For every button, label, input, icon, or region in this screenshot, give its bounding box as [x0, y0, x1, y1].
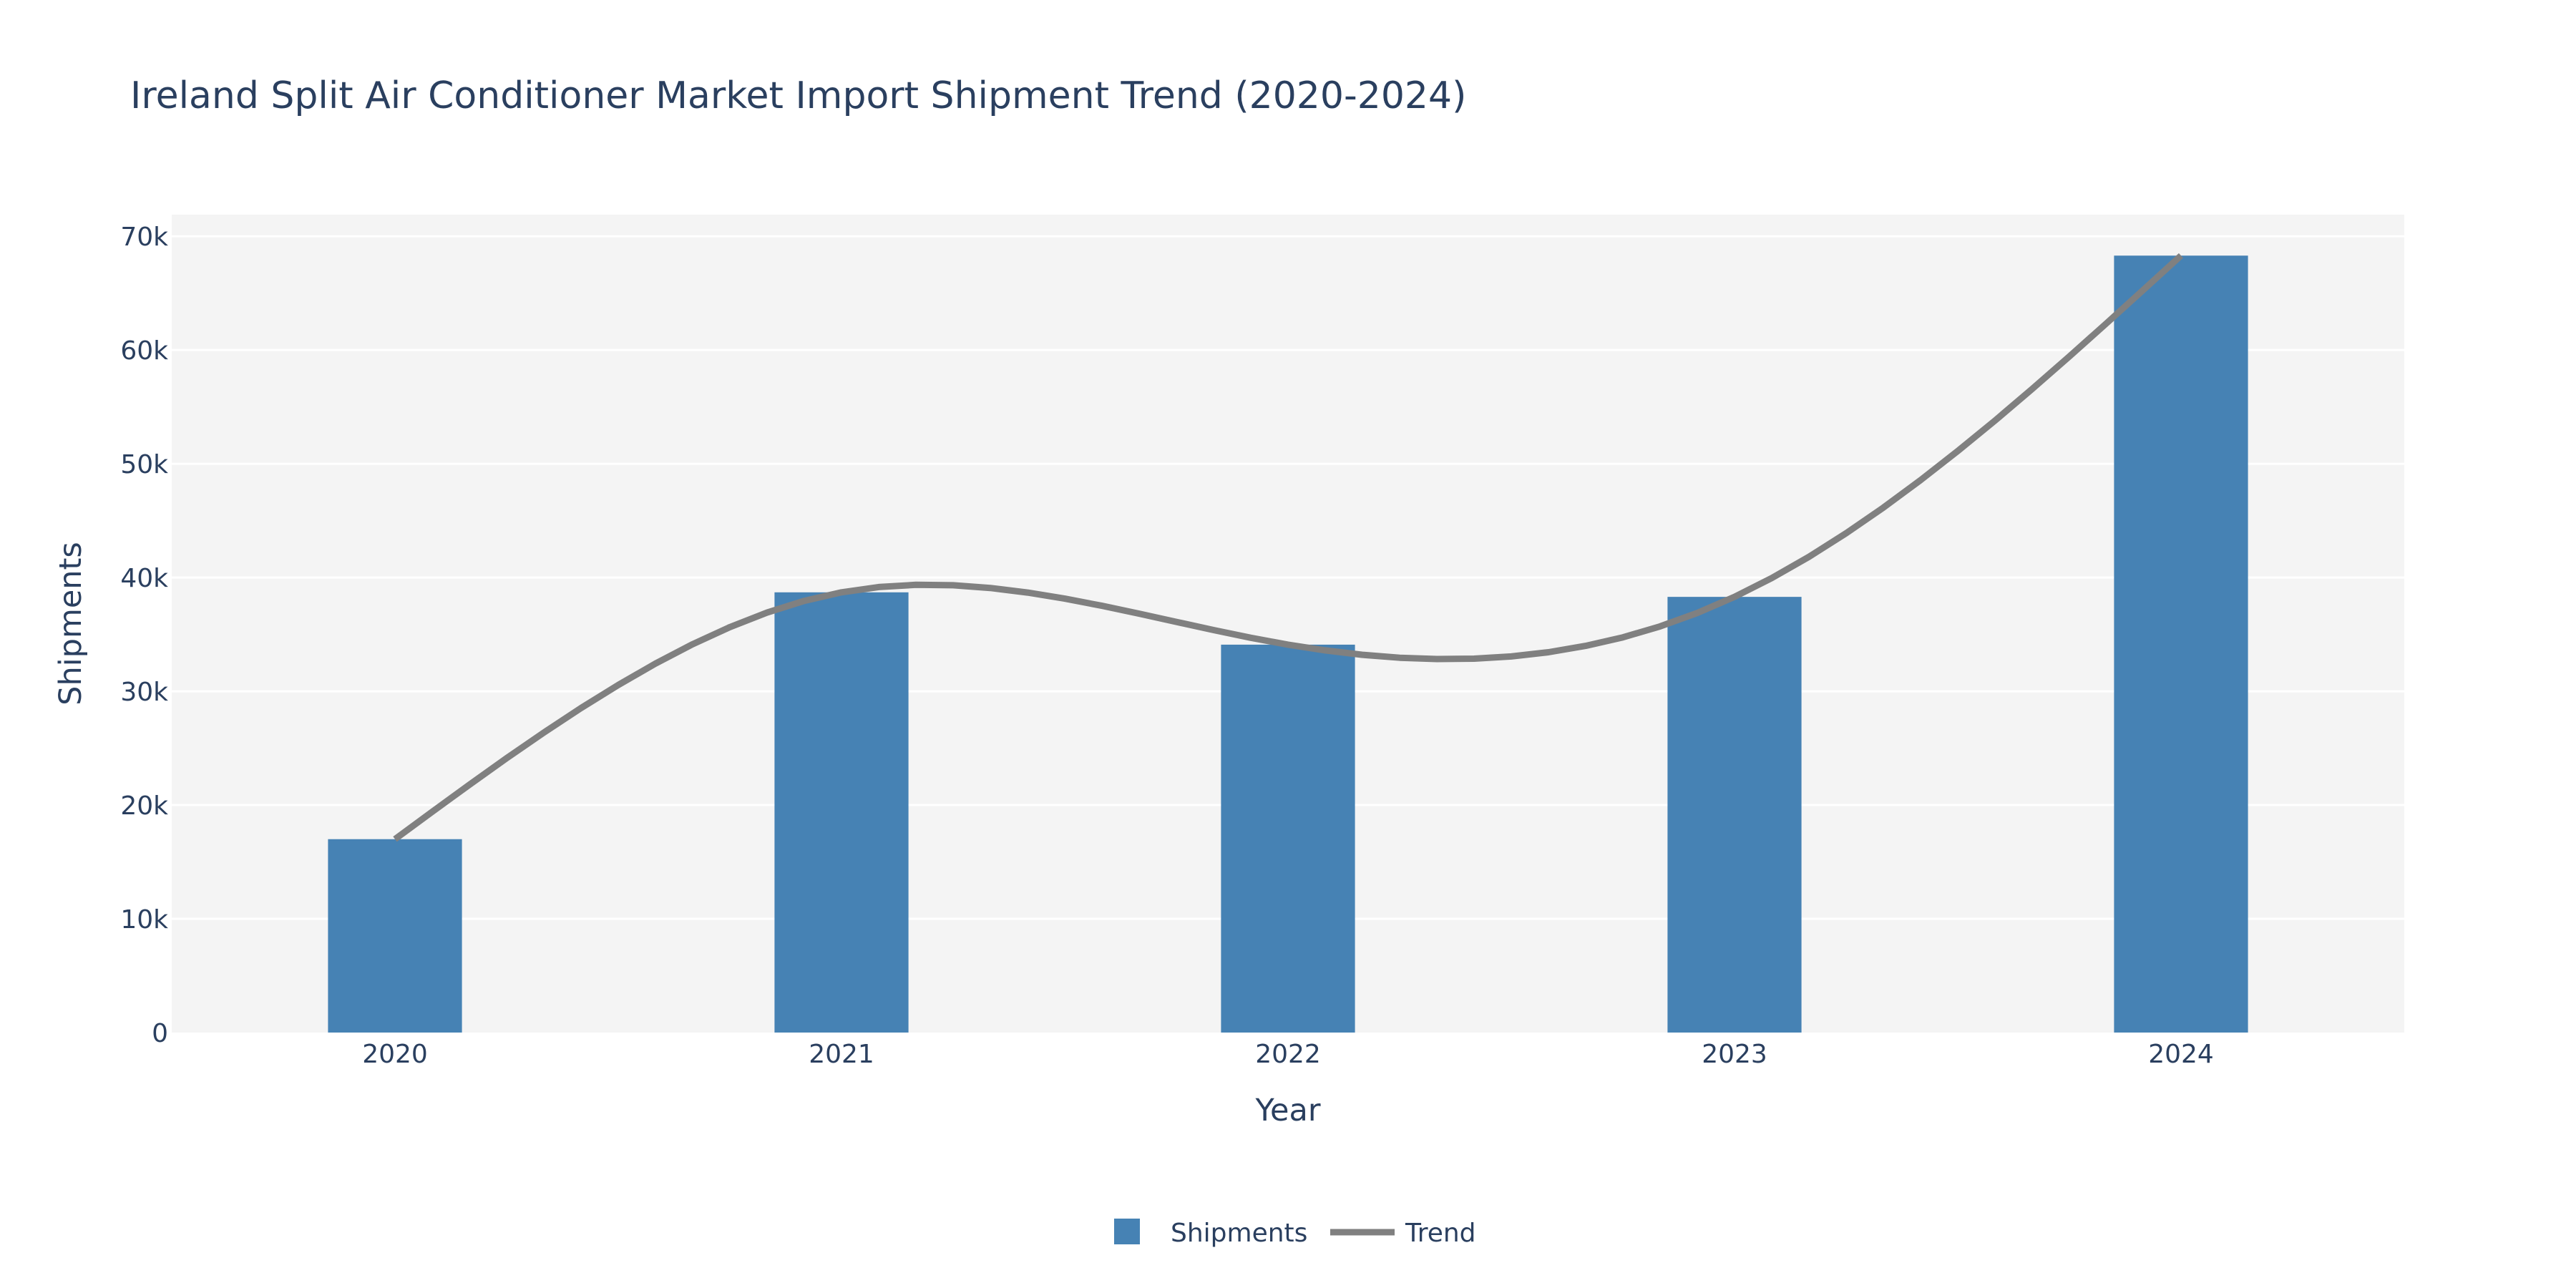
y-tick-label: 40k	[120, 564, 168, 593]
legend: Shipments Trend	[1114, 1219, 1476, 1248]
bar-2022[interactable]	[1221, 644, 1355, 1033]
y-tick-label: 70k	[120, 223, 168, 252]
x-axis-ticks: 2020 2021 2022 2023 2024	[362, 1040, 2214, 1069]
bar-2023[interactable]	[1667, 597, 1802, 1033]
bar-2020[interactable]	[328, 839, 462, 1033]
legend-swatch-shipments	[1114, 1219, 1140, 1244]
legend-label-shipments: Shipments	[1171, 1219, 1307, 1248]
bars	[328, 255, 2248, 1033]
y-tick-label: 10k	[120, 905, 168, 935]
x-tick-label: 2024	[2148, 1040, 2214, 1069]
trend-line-layer	[393, 253, 2184, 842]
chart-title: Ireland Split Air Conditioner Market Imp…	[130, 74, 1466, 117]
x-tick-label: 2023	[1702, 1040, 1767, 1069]
y-axis-title: Shipments	[53, 542, 89, 706]
x-tick-label: 2022	[1255, 1040, 1321, 1069]
legend-item-shipments[interactable]: Shipments	[1114, 1219, 1307, 1248]
legend-label-trend: Trend	[1405, 1219, 1476, 1248]
trend-line[interactable]	[393, 253, 2184, 842]
y-tick-label: 60k	[120, 336, 168, 366]
x-axis-title: Year	[1254, 1093, 1320, 1128]
y-tick-label: 50k	[120, 450, 168, 479]
bar-2024[interactable]	[2114, 255, 2248, 1033]
x-tick-label: 2020	[362, 1040, 428, 1069]
legend-item-trend[interactable]: Trend	[1330, 1219, 1476, 1248]
bar-2021[interactable]	[774, 592, 909, 1033]
y-axis-ticks: 0 10k 20k 30k 40k 50k 60k 70k	[120, 223, 168, 1048]
x-tick-label: 2021	[809, 1040, 874, 1069]
y-tick-label: 30k	[120, 678, 168, 707]
y-tick-label: 20k	[120, 791, 168, 821]
y-tick-label: 0	[152, 1019, 168, 1048]
